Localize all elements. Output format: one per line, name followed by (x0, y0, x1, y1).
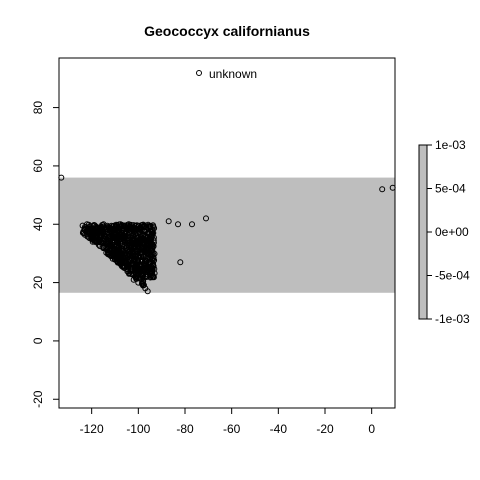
colorbar-tick-label: 0e+00 (435, 225, 469, 239)
data-point (107, 232, 114, 239)
legend-marker (196, 70, 202, 76)
data-point (147, 256, 153, 263)
data-point (98, 232, 104, 239)
x-tick-label: -60 (223, 422, 241, 436)
data-point (129, 224, 136, 231)
y-tick-label: 60 (31, 159, 45, 173)
data-point (147, 269, 154, 276)
data-point (116, 230, 123, 236)
data-point (118, 250, 125, 257)
y-axis: -20 0 20 40 60 80 (31, 101, 59, 408)
x-tick-label: -120 (80, 422, 104, 436)
data-point (140, 247, 147, 254)
data-point (135, 279, 142, 286)
x-tick-label: -100 (126, 422, 150, 436)
data-point (142, 285, 149, 292)
data-point (84, 221, 90, 228)
data-point (149, 227, 156, 233)
colorbar-tick-label: 1e-03 (435, 138, 466, 152)
colorbar-bar (418, 144, 428, 320)
data-point (81, 227, 88, 234)
data-point (189, 221, 195, 228)
data-point (144, 265, 151, 271)
data-point (132, 253, 139, 260)
data-point (142, 232, 149, 239)
data-point (91, 230, 97, 236)
plot-frame (58, 57, 396, 409)
data-point (132, 266, 139, 273)
chart-title: Geococcyx californianus (144, 23, 310, 39)
data-point (114, 244, 121, 251)
data-point (115, 237, 122, 244)
data-point (149, 247, 156, 254)
data-point (125, 264, 132, 271)
data-point (112, 253, 118, 260)
data-point (118, 223, 125, 230)
data-point (121, 265, 128, 271)
data-point (124, 253, 131, 259)
data-point (110, 232, 117, 239)
data-point (109, 223, 116, 230)
data-point (130, 276, 137, 283)
data-point (107, 247, 114, 254)
data-point (379, 186, 386, 193)
data-point (104, 239, 111, 246)
y-tick-label: 80 (31, 101, 45, 115)
data-point (108, 253, 114, 260)
data-point (99, 222, 106, 229)
plot-region (58, 57, 396, 409)
data-point (100, 233, 107, 240)
data-point (130, 267, 136, 274)
data-point (133, 247, 140, 254)
data-point (128, 240, 135, 246)
data-point (118, 260, 125, 267)
y-tick-label: -20 (31, 390, 45, 408)
data-point (149, 268, 156, 275)
data-point (112, 224, 118, 231)
legend-label: unknown (209, 67, 257, 81)
data-point (95, 241, 102, 248)
data-point (144, 251, 151, 258)
data-point (106, 229, 113, 236)
x-tick-label: -40 (270, 422, 288, 436)
data-point (124, 260, 130, 267)
data-point (143, 222, 150, 229)
data-point (165, 218, 172, 225)
data-point (177, 259, 184, 266)
data-point (100, 244, 107, 251)
colorbar: 1e-03 5e-04 0e+00 -5e-04 -1e-03 (418, 138, 470, 326)
data-point (90, 223, 97, 230)
y-tick-label: 0 (31, 337, 45, 344)
data-point (126, 230, 132, 236)
x-axis: -120 -100 -80 -60 -40 -20 0 (80, 408, 375, 436)
colorbar-tick-label: -5e-04 (435, 269, 470, 283)
data-point (147, 238, 153, 245)
x-tick-label: -80 (176, 422, 194, 436)
data-point (121, 237, 127, 244)
data-point (116, 259, 123, 266)
data-point (126, 222, 132, 229)
colorbar-tick-label: -1e-03 (435, 312, 470, 326)
data-point (138, 226, 145, 233)
legend: unknown (196, 67, 257, 81)
data-point (126, 270, 132, 277)
data-point (88, 235, 95, 242)
data-point (150, 234, 157, 241)
data-point (150, 223, 157, 230)
data-point (129, 270, 136, 277)
y-tick-label: 20 (31, 276, 45, 290)
data-point (131, 235, 138, 242)
colorbar-tick-label: 5e-04 (435, 182, 466, 196)
x-tick-label: -20 (316, 422, 334, 436)
data-point (203, 215, 209, 222)
y-tick-label: 40 (31, 217, 45, 231)
data-point (147, 246, 154, 252)
data-point (135, 230, 142, 236)
data-point (175, 221, 181, 228)
data-point (135, 254, 142, 261)
x-tick-label: 0 (368, 422, 375, 436)
data-point (142, 273, 149, 280)
